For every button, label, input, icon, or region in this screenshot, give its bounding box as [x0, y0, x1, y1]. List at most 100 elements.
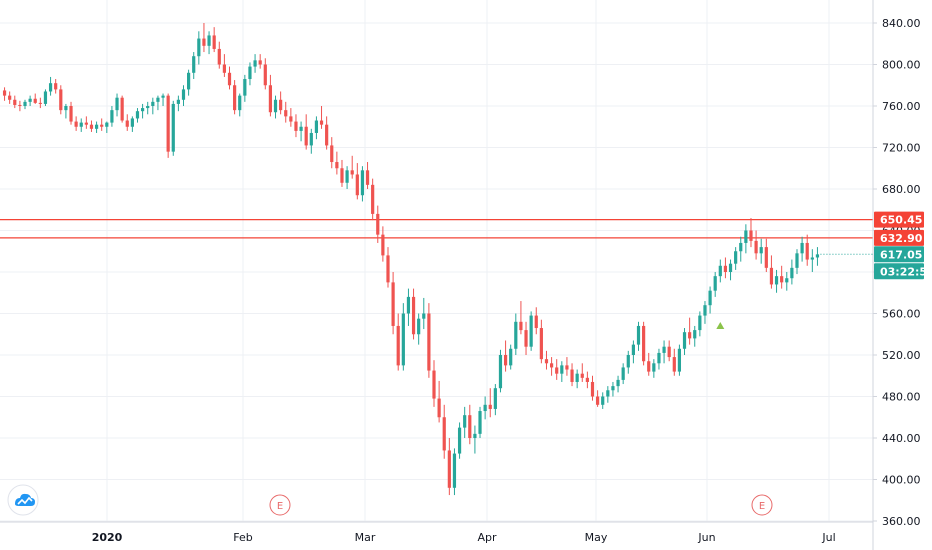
candle-body [780, 276, 784, 283]
candle-body [519, 321, 523, 331]
candle-body [805, 242, 809, 260]
candle-body [48, 83, 53, 92]
candle-body [227, 72, 232, 86]
candle-body [309, 132, 313, 146]
candle-body [156, 97, 160, 102]
candle-body [437, 398, 441, 418]
candle-body [616, 379, 620, 387]
candle-body [304, 126, 308, 146]
candle-body [636, 325, 641, 345]
candle-body [647, 361, 651, 372]
time-axis[interactable]: 2020 Feb Mar Apr May Jun Jul [0, 521, 873, 544]
candle-body [248, 66, 252, 80]
candle-body [401, 313, 405, 366]
candle-body [371, 184, 375, 214]
candle-body [447, 450, 451, 488]
candle-body [345, 170, 349, 183]
y-tick-label: 720.00 [882, 142, 921, 155]
candle-body [708, 290, 712, 306]
chart-grid [0, 0, 873, 522]
candle-body [463, 415, 467, 428]
candle-body [575, 373, 579, 382]
candle-body [84, 122, 88, 125]
candle-body [682, 332, 687, 349]
candle-body [365, 170, 370, 185]
candle-body [769, 267, 774, 285]
candle-body [524, 330, 528, 347]
candle-body [258, 60, 262, 65]
y-tick-label: 800.00 [882, 59, 921, 72]
candle-body [452, 453, 457, 488]
candle-body [120, 97, 124, 121]
candle-body [273, 99, 278, 113]
candle-body [672, 357, 676, 372]
signal-triangle-icon [716, 321, 725, 329]
candle-body [677, 348, 682, 372]
candle-body [549, 363, 554, 368]
candle-body [585, 377, 589, 382]
candle-body [238, 95, 242, 111]
y-tick-label: 520.00 [882, 349, 921, 362]
earnings-marker[interactable]: E [269, 494, 291, 516]
candle-body [432, 370, 436, 399]
candle-body [601, 396, 605, 405]
candle-body [391, 282, 395, 326]
candle-body [713, 276, 717, 291]
price-badges: 650.45 632.90 617.05 03:22:51 [874, 211, 932, 280]
candle-body [59, 89, 63, 111]
last-price-badge-text: 617.05 [880, 248, 922, 261]
earnings-marker[interactable]: E [751, 494, 773, 516]
candle-body [728, 263, 733, 272]
candle-body [110, 110, 114, 123]
candle-body [23, 101, 27, 106]
level-badge: 650.45 [874, 211, 924, 228]
candle-body [498, 355, 503, 389]
candle-body [652, 363, 656, 372]
candle-body [749, 230, 753, 241]
candle-body [151, 101, 155, 106]
candle-body [427, 313, 431, 371]
candle-body [263, 64, 267, 86]
candle-body [330, 145, 334, 163]
last-price-badge: 617.05 [874, 246, 924, 263]
candle-body [130, 118, 134, 127]
x-tick-label: 2020 [92, 531, 123, 544]
candle-body [544, 359, 549, 364]
candle-body [125, 120, 129, 127]
candle-body [657, 352, 661, 364]
candle-body [54, 83, 58, 90]
x-tick-label: Jun [697, 531, 715, 544]
candle-body [580, 373, 584, 378]
x-tick-label: Feb [233, 531, 252, 544]
candle-body [181, 89, 186, 100]
candle-body [739, 242, 743, 252]
candle-body [176, 99, 180, 104]
candle-body [642, 325, 646, 362]
y-tick-label: 360.00 [882, 515, 921, 528]
candle-body [815, 254, 820, 258]
candle-body [626, 355, 630, 368]
candle-body [790, 267, 794, 279]
tradingview-logo-icon[interactable] [7, 484, 39, 516]
candle-body [744, 230, 748, 243]
candle-body [268, 85, 273, 113]
candle-body [319, 120, 324, 125]
candles [2, 23, 820, 496]
earnings-label: E [277, 501, 283, 512]
candle-body [703, 305, 707, 316]
x-tick-label: Apr [477, 531, 497, 544]
candle-body [243, 79, 247, 96]
candle-body [570, 369, 574, 382]
candle-body [565, 365, 569, 370]
candle-body [386, 255, 390, 283]
candle-body [529, 315, 533, 347]
candle-body [810, 257, 814, 260]
candle-body [43, 91, 48, 104]
candle-body [488, 404, 492, 409]
candle-body [8, 95, 12, 100]
candle-body [718, 265, 722, 277]
candle-body [135, 111, 140, 119]
candle-body [340, 168, 344, 183]
